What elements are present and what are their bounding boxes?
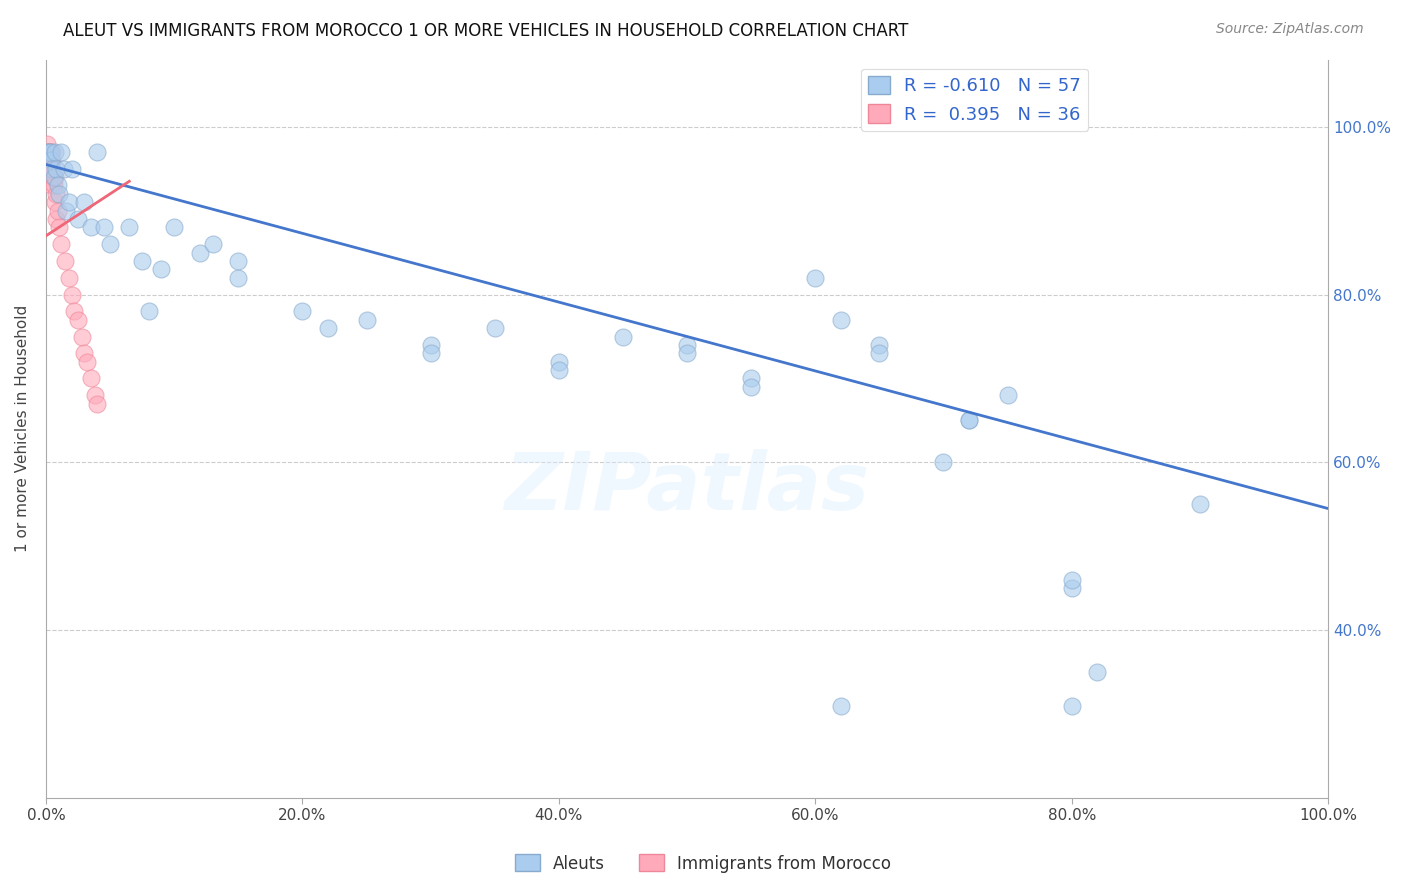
Point xyxy=(484,321,506,335)
Point xyxy=(48,220,70,235)
Point xyxy=(830,698,852,713)
Point xyxy=(37,145,59,159)
Point xyxy=(830,312,852,326)
Point xyxy=(52,161,75,176)
Point xyxy=(42,178,65,193)
Point xyxy=(60,287,83,301)
Point xyxy=(60,161,83,176)
Point xyxy=(39,161,62,176)
Point xyxy=(66,312,89,326)
Point xyxy=(39,145,62,159)
Point xyxy=(55,203,77,218)
Point xyxy=(1060,698,1083,713)
Point xyxy=(70,329,93,343)
Point xyxy=(131,254,153,268)
Point xyxy=(1188,497,1211,511)
Point xyxy=(997,388,1019,402)
Point xyxy=(51,237,73,252)
Point xyxy=(80,220,103,235)
Point xyxy=(37,145,59,159)
Point xyxy=(547,363,569,377)
Point xyxy=(38,145,60,159)
Point xyxy=(868,338,890,352)
Point xyxy=(44,195,66,210)
Legend: R = -0.610   N = 57, R =  0.395   N = 36: R = -0.610 N = 57, R = 0.395 N = 36 xyxy=(860,69,1088,131)
Point xyxy=(188,245,211,260)
Point xyxy=(419,346,441,360)
Point xyxy=(73,346,96,360)
Point xyxy=(612,329,634,343)
Point xyxy=(138,304,160,318)
Point xyxy=(80,371,103,385)
Point xyxy=(45,161,67,176)
Text: ZIPatlas: ZIPatlas xyxy=(505,449,869,527)
Point xyxy=(58,270,80,285)
Point xyxy=(66,212,89,227)
Point xyxy=(37,153,59,168)
Point xyxy=(1060,581,1083,595)
Point xyxy=(63,304,86,318)
Point xyxy=(76,354,98,368)
Point xyxy=(46,203,69,218)
Point xyxy=(53,254,76,268)
Point xyxy=(45,186,67,201)
Point xyxy=(93,220,115,235)
Point xyxy=(226,270,249,285)
Point xyxy=(41,161,63,176)
Point xyxy=(98,237,121,252)
Point xyxy=(41,145,63,159)
Point xyxy=(37,136,59,151)
Point xyxy=(957,413,980,427)
Point xyxy=(51,145,73,159)
Point xyxy=(740,371,762,385)
Point xyxy=(150,262,173,277)
Point xyxy=(44,170,66,185)
Text: ALEUT VS IMMIGRANTS FROM MOROCCO 1 OR MORE VEHICLES IN HOUSEHOLD CORRELATION CHA: ALEUT VS IMMIGRANTS FROM MOROCCO 1 OR MO… xyxy=(63,22,908,40)
Point xyxy=(48,186,70,201)
Point xyxy=(316,321,339,335)
Point xyxy=(45,212,67,227)
Point xyxy=(58,195,80,210)
Point xyxy=(868,346,890,360)
Point xyxy=(41,161,63,176)
Point xyxy=(676,338,699,352)
Point xyxy=(73,195,96,210)
Point xyxy=(38,145,60,159)
Point xyxy=(419,338,441,352)
Point xyxy=(38,145,60,159)
Legend: Aleuts, Immigrants from Morocco: Aleuts, Immigrants from Morocco xyxy=(509,847,897,880)
Point xyxy=(86,397,108,411)
Point xyxy=(44,145,66,159)
Point xyxy=(356,312,378,326)
Point xyxy=(38,153,60,168)
Point xyxy=(1060,573,1083,587)
Point xyxy=(38,161,60,176)
Point xyxy=(957,413,980,427)
Point xyxy=(41,153,63,168)
Point xyxy=(676,346,699,360)
Point xyxy=(39,153,62,168)
Point xyxy=(932,455,955,469)
Point xyxy=(42,170,65,185)
Text: Source: ZipAtlas.com: Source: ZipAtlas.com xyxy=(1216,22,1364,37)
Point xyxy=(226,254,249,268)
Y-axis label: 1 or more Vehicles in Household: 1 or more Vehicles in Household xyxy=(15,305,30,552)
Point xyxy=(39,178,62,193)
Point xyxy=(163,220,186,235)
Point xyxy=(35,145,58,159)
Point xyxy=(42,170,65,185)
Point xyxy=(38,153,60,168)
Point xyxy=(740,380,762,394)
Point xyxy=(291,304,314,318)
Point xyxy=(804,270,827,285)
Point xyxy=(83,388,105,402)
Point xyxy=(86,145,108,159)
Point xyxy=(118,220,141,235)
Point xyxy=(1085,665,1108,680)
Point xyxy=(547,354,569,368)
Point xyxy=(38,170,60,185)
Point xyxy=(38,161,60,176)
Point xyxy=(46,178,69,193)
Point xyxy=(201,237,224,252)
